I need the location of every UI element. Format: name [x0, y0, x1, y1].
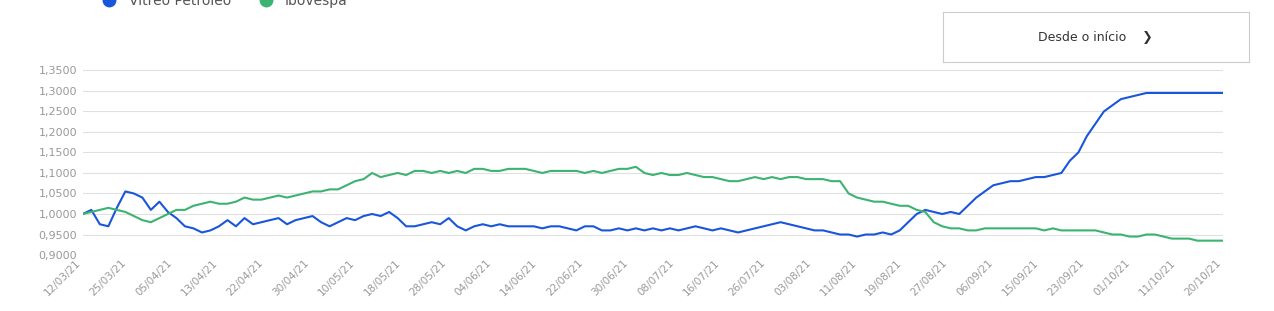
Text: Desde o início    ❯: Desde o início ❯ — [1038, 31, 1153, 44]
Legend: Vitreo Petróleo, Ibovespa: Vitreo Petróleo, Ibovespa — [89, 0, 353, 13]
